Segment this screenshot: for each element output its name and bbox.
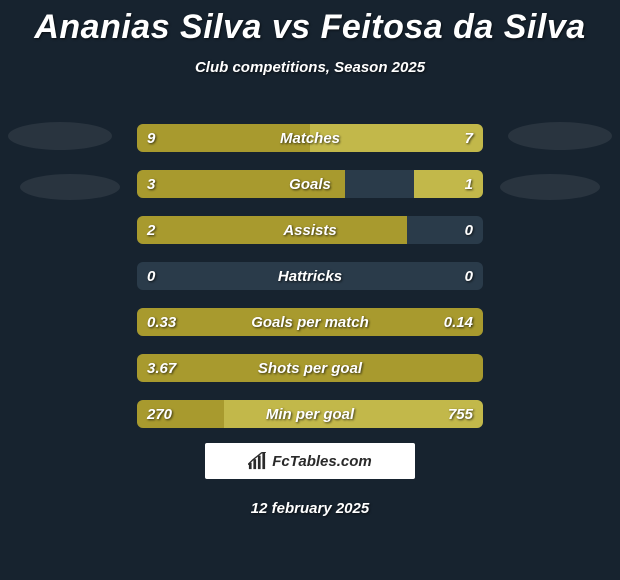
player-left-photo-placeholder — [8, 122, 112, 150]
source-logo-text: FcTables.com — [272, 453, 371, 470]
stat-label: Goals — [137, 170, 483, 198]
stat-row: 270755Min per goal — [137, 400, 483, 428]
stat-row: 00Hattricks — [137, 262, 483, 290]
stat-row: 3.67Shots per goal — [137, 354, 483, 382]
player-right-badge-placeholder — [500, 174, 600, 200]
player-right-photo-placeholder — [508, 122, 612, 150]
stat-row: 0.330.14Goals per match — [137, 308, 483, 336]
date-label: 12 february 2025 — [0, 500, 620, 517]
stat-label: Goals per match — [137, 308, 483, 336]
player-left-badge-placeholder — [20, 174, 120, 200]
stat-label: Shots per goal — [137, 354, 483, 382]
stat-bars-container: 97Matches 31Goals 20Assists 00Hattricks 0.33… — [137, 124, 483, 446]
source-logo: FcTables.com — [205, 443, 415, 479]
stat-label: Hattricks — [137, 262, 483, 290]
comparison-subtitle: Club competitions, Season 2025 — [0, 59, 620, 76]
stat-row: 31Goals — [137, 170, 483, 198]
stat-label: Min per goal — [137, 400, 483, 428]
stat-row: 20Assists — [137, 216, 483, 244]
chart-icon — [248, 452, 266, 470]
stat-row: 97Matches — [137, 124, 483, 152]
comparison-title: Ananias Silva vs Feitosa da Silva — [0, 0, 620, 47]
stat-label: Assists — [137, 216, 483, 244]
stat-label: Matches — [137, 124, 483, 152]
